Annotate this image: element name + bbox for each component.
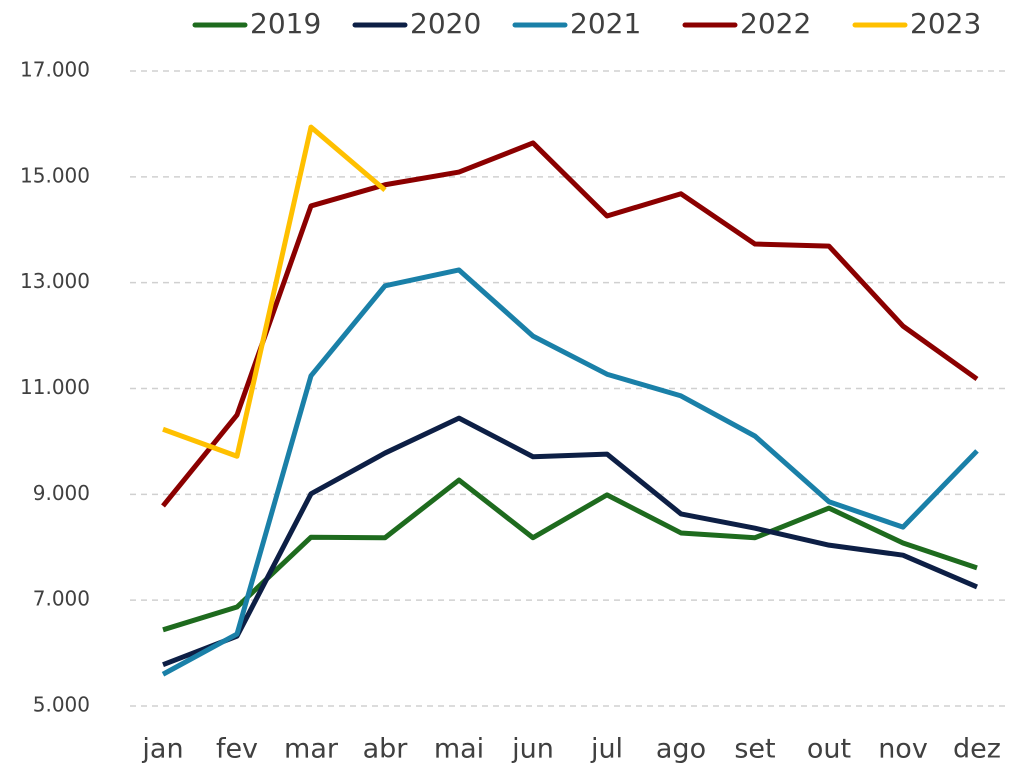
x-tick-label: jan	[141, 734, 183, 765]
x-tick-label: dez	[953, 734, 1001, 765]
x-tick-label: ago	[656, 734, 706, 765]
series-line	[162, 124, 387, 459]
x-tick-label: mar	[284, 734, 339, 765]
series-line	[162, 415, 978, 668]
y-tick-label: 5.000	[33, 693, 90, 717]
y-tick-label: 9.000	[33, 481, 90, 505]
legend-label: 2021	[570, 7, 641, 40]
series-line	[161, 267, 979, 677]
legend-label: 2022	[740, 7, 811, 40]
x-tick-label: jul	[590, 734, 623, 765]
x-tick-label: jun	[511, 734, 554, 765]
series-line	[161, 140, 979, 508]
x-tick-label: mai	[434, 734, 484, 765]
x-tick-label: abr	[363, 734, 409, 765]
y-tick-label: 7.000	[33, 587, 90, 611]
legend-label: 2019	[250, 7, 321, 40]
y-tick-label: 13.000	[20, 269, 90, 293]
x-tick-label: out	[807, 734, 851, 765]
x-tick-label: nov	[878, 734, 928, 765]
series-line	[162, 477, 978, 633]
x-tick-label: set	[734, 734, 775, 765]
y-tick-label: 15.000	[20, 163, 90, 187]
legend-label: 2023	[910, 7, 981, 40]
y-tick-label: 17.000	[20, 58, 90, 82]
x-tick-label: fev	[216, 734, 258, 765]
y-tick-label: 11.000	[20, 375, 90, 399]
legend-label: 2020	[410, 7, 481, 40]
